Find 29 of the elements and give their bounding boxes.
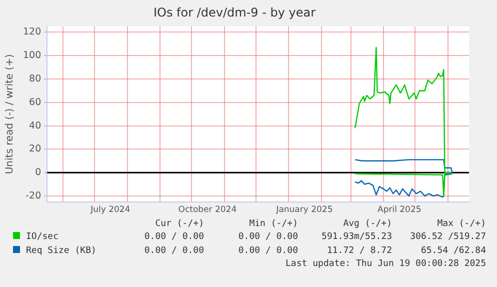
text: Max (-/+)	[436, 218, 487, 230]
text: 0.00 / 0.00	[143, 245, 205, 258]
text: 0.00 / 0.00	[143, 231, 205, 244]
y-tick-label: 40	[29, 120, 42, 132]
y-tick-label: 0	[35, 167, 42, 178]
y-tick-label: -20	[26, 190, 42, 202]
y-tick-label: 80	[29, 73, 42, 84]
text: 591.93m/55.23	[320, 231, 393, 244]
legend-label: IO/sec	[26, 232, 59, 242]
text: Cur (-/+)	[154, 218, 205, 230]
y-tick-label: 20	[29, 144, 42, 155]
x-tick-label: July 2024	[90, 205, 130, 216]
chart-title: IOs for /dev/dm-9 - by year	[153, 5, 316, 20]
y-tick-label: 120	[22, 26, 42, 38]
text: Min (-/+)	[248, 218, 299, 230]
text: 65.54 /62.84	[420, 245, 487, 258]
x-tick-label: April 2025	[378, 205, 422, 216]
text: 11.72 / 8.72	[326, 245, 393, 258]
text: 0.00 / 0.00	[237, 245, 299, 258]
y-tick-label: 100	[22, 50, 42, 62]
y-axis-title: Units read (-) / write (+)	[4, 54, 16, 174]
x-tick-label: October 2024	[178, 205, 237, 216]
y-tick-label: 60	[29, 96, 42, 108]
text: 0.00 / 0.00	[237, 231, 299, 244]
legend-label: Req Size (KB)	[26, 246, 96, 256]
x-tick-label: January 2025	[275, 205, 333, 216]
text: Last update: Thu Jun 19 00:00:28 2025	[284, 258, 487, 270]
text: Avg (-/+)	[342, 218, 393, 230]
text: 306.52 /519.27	[409, 231, 487, 244]
